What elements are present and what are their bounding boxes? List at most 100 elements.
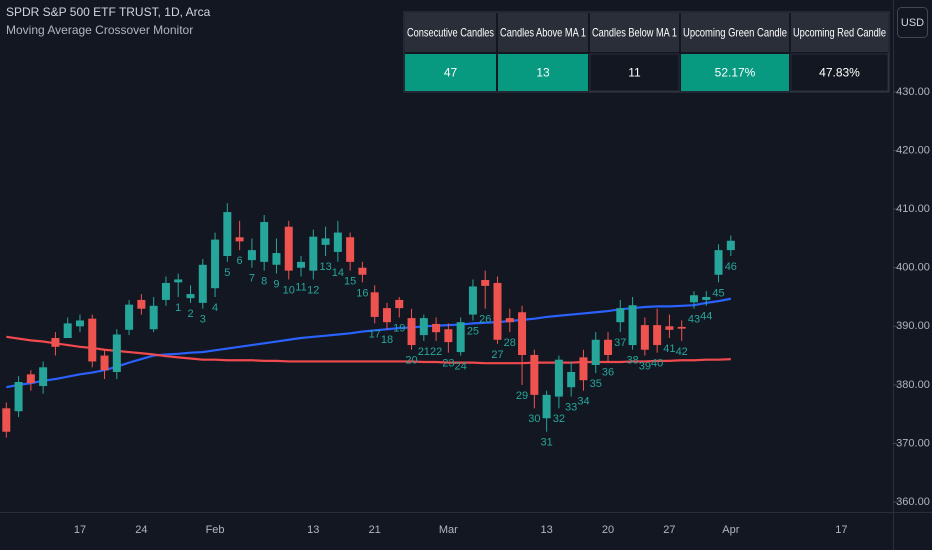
y-tick-label: 380.00 [896,379,930,391]
x-tick-label: 24 [135,524,147,536]
candle-body [702,297,711,300]
candle-count-label: 1 [175,302,181,314]
table-value-text: 52.17% [715,66,756,80]
y-tick-label: 430.00 [896,86,930,98]
x-tick-label: Apr [722,524,739,536]
candle-body [75,320,84,327]
candle-count-label: 7 [249,273,255,285]
candle-count-label: 37 [614,337,626,349]
candle-body [186,294,195,299]
candle-body [665,326,674,330]
candle-body [223,212,232,256]
candle-body [370,292,379,317]
table-value-text: 47.83% [819,66,860,80]
candle-body [714,250,723,275]
table-value-text: 13 [536,66,550,80]
candle-body [468,286,477,315]
candle-count-label: 45 [712,287,724,299]
candle-count-label: 21 [418,346,430,358]
candle-count-label: 19 [393,322,405,334]
candle-count-label: 34 [577,396,589,408]
candle-body [567,371,576,388]
candle-count-label: 39 [639,360,651,372]
y-tick-label: 410.00 [896,203,930,215]
table-header-text: Candles Below MA 1 [592,26,677,40]
currency-label[interactable]: USD [901,17,924,29]
candle-count-label: 16 [356,287,368,299]
x-tick-label: 17 [74,524,86,536]
candle-count-label: 14 [332,267,344,279]
candle-body [432,323,441,333]
candle-count-label: 38 [626,355,638,367]
candle-body [51,338,60,347]
candle-body [505,318,514,323]
candle-body [198,264,207,303]
candle-count-label: 18 [381,334,393,346]
candle-body [161,282,170,300]
y-tick-label: 390.00 [896,320,930,332]
y-tick-label: 360.00 [896,496,930,508]
candle-count-label: 43 [688,314,700,326]
candle-body [63,323,72,339]
moving-average-line [6,297,732,389]
candle-count-label: 32 [553,413,565,425]
candle-count-label: 10 [283,284,295,296]
table-value-cell [589,53,680,92]
y-tick-label: 370.00 [896,437,930,449]
candle-count-label: 36 [602,366,614,378]
candle-count-label: 12 [307,284,319,296]
candle-count-label: 41 [663,343,675,355]
candle-count-label: 24 [455,360,467,372]
candle-body [247,250,256,261]
currency-button[interactable] [897,7,928,38]
candle-body [88,318,97,362]
x-tick-label: 27 [663,524,675,536]
candle-count-label: 4 [212,302,218,314]
candle-count-label: 42 [676,346,688,358]
candle-count-label: 3 [200,314,206,326]
candle-body [395,299,404,309]
table-header-cell [791,13,888,52]
candle-count-label: 26 [479,314,491,326]
candle-body [518,312,527,356]
candle-body [677,326,686,329]
table-header-cell [681,13,789,52]
candle-body [579,357,588,381]
candle-body [100,355,109,371]
candle-count-label: 25 [467,325,479,337]
candle-body [689,295,698,303]
table-value-text: 47 [444,66,458,80]
candle-body [542,394,551,419]
candle-body [653,325,662,346]
candle-body [284,226,293,271]
table-value-cell [790,53,889,92]
candle-body [726,240,735,251]
table-header-text: Consecutive Candles [407,26,494,40]
candle-body [358,267,367,275]
candle-body [149,305,158,330]
candle-body [112,334,121,372]
candle-body [456,322,465,353]
x-tick-label: Mar [439,524,458,536]
candle-body [628,305,637,346]
x-tick-label: 20 [602,524,614,536]
x-tick-label: 13 [307,524,319,536]
candle-body [382,308,391,323]
candle-body [211,239,220,289]
candle-body [591,339,600,365]
stats-table: Consecutive Candles 47 Candles Above MA 1 1… [403,11,890,93]
candle-count-label: 20 [405,355,417,367]
candle-body [493,282,502,340]
candle-count-label: 31 [540,437,552,449]
candle-count-label: 35 [590,378,602,390]
table-value-cell [681,54,789,91]
candle-count-label: 8 [261,276,267,288]
x-tick-label: 17 [835,524,847,536]
candle-count-label: 5 [224,267,230,279]
candle-count-label: 22 [430,346,442,358]
candle-body [125,304,134,330]
candle-count-label: 15 [344,276,356,288]
y-tick-label: 420.00 [896,144,930,156]
